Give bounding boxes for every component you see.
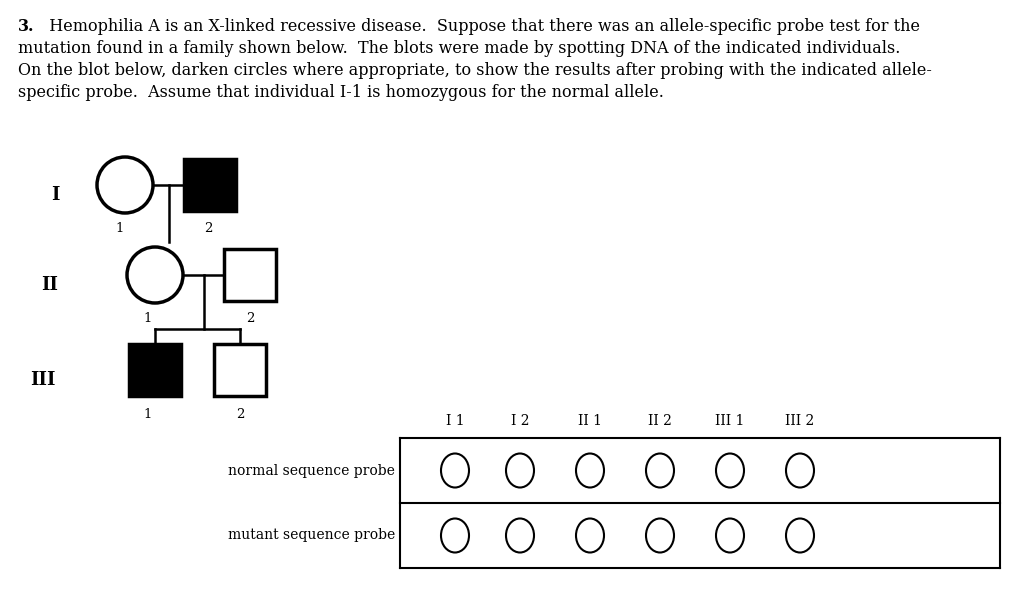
Text: specific probe.  Assume that individual I-1 is homozygous for the normal allele.: specific probe. Assume that individual I… — [18, 84, 664, 101]
Text: 2: 2 — [236, 408, 244, 421]
Ellipse shape — [646, 453, 674, 487]
Ellipse shape — [575, 519, 604, 552]
Ellipse shape — [646, 519, 674, 552]
Ellipse shape — [441, 519, 469, 552]
Ellipse shape — [441, 453, 469, 487]
Text: mutation found in a family shown below.  The blots were made by spotting DNA of : mutation found in a family shown below. … — [18, 40, 900, 57]
Ellipse shape — [716, 519, 744, 552]
Ellipse shape — [575, 453, 604, 487]
Text: III: III — [31, 371, 55, 389]
Bar — [184, 159, 236, 211]
Text: I: I — [51, 186, 59, 204]
Text: III 1: III 1 — [716, 414, 744, 428]
Ellipse shape — [786, 519, 814, 552]
Bar — [224, 249, 276, 301]
Ellipse shape — [786, 453, 814, 487]
Ellipse shape — [127, 247, 183, 303]
Text: On the blot below, darken circles where appropriate, to show the results after p: On the blot below, darken circles where … — [18, 62, 932, 79]
Text: II: II — [42, 276, 58, 294]
Text: 1: 1 — [116, 222, 124, 235]
Text: I 1: I 1 — [445, 414, 464, 428]
Text: 3.: 3. — [18, 18, 35, 35]
Text: 1: 1 — [143, 408, 153, 421]
Text: II 1: II 1 — [578, 414, 602, 428]
Ellipse shape — [97, 157, 153, 213]
Ellipse shape — [716, 453, 744, 487]
Text: Hemophilia A is an X-linked recessive disease.  Suppose that there was an allele: Hemophilia A is an X-linked recessive di… — [39, 18, 920, 35]
Text: 1: 1 — [143, 312, 153, 325]
Text: mutant sequence probe: mutant sequence probe — [227, 528, 395, 543]
Ellipse shape — [506, 519, 534, 552]
Text: normal sequence probe: normal sequence probe — [228, 464, 395, 478]
Text: 2: 2 — [204, 222, 212, 235]
Bar — [129, 344, 181, 396]
Text: I 2: I 2 — [511, 414, 529, 428]
Text: III 2: III 2 — [785, 414, 815, 428]
Ellipse shape — [506, 453, 534, 487]
Text: 2: 2 — [246, 312, 254, 325]
Text: II 2: II 2 — [648, 414, 672, 428]
Bar — [214, 344, 266, 396]
